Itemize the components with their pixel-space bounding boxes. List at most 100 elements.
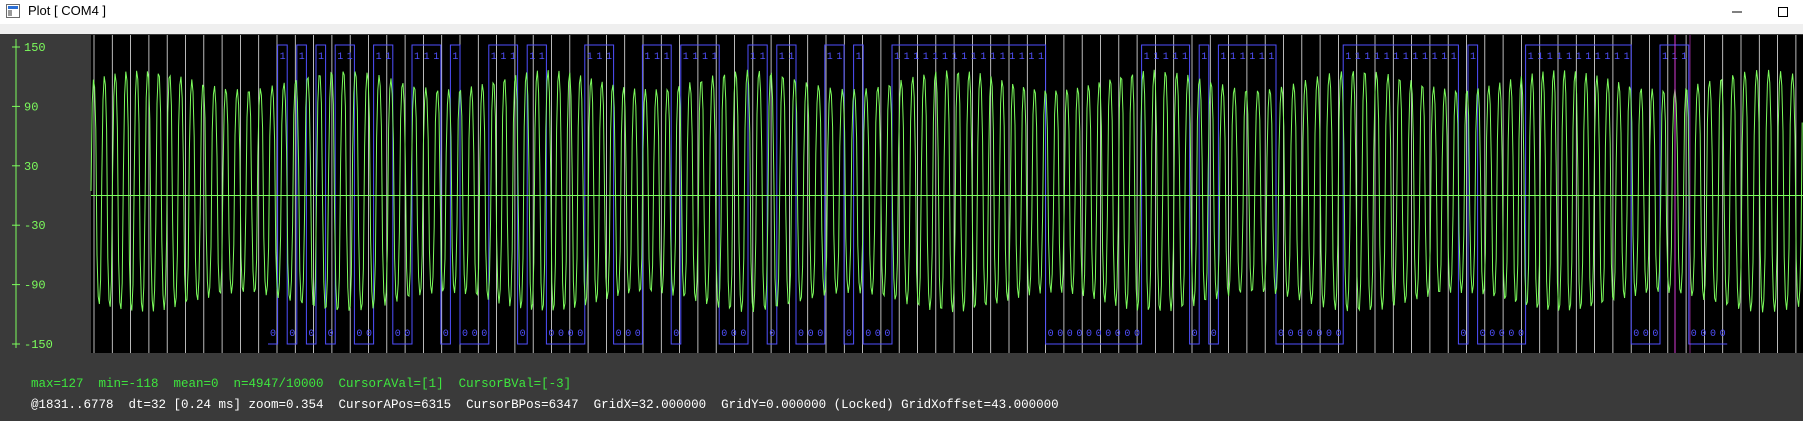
bit-label-low: 0 [1652, 329, 1658, 340]
bit-label-low: 0 [308, 329, 314, 340]
bit-label-high: 1 [1470, 52, 1476, 63]
bit-label-high: 1 [664, 52, 670, 63]
bit-label-high: 1 [1201, 52, 1207, 63]
minimize-icon [1732, 11, 1742, 13]
bit-label-high: 1 [318, 52, 324, 63]
bit-label-high: 1 [1604, 52, 1610, 63]
bit-label-high: 1 [1384, 52, 1390, 63]
bit-label-low: 0 [270, 329, 276, 340]
bit-label-high: 1 [1153, 52, 1159, 63]
bit-label-low: 0 [1076, 329, 1082, 340]
bit-label-high: 1 [1624, 52, 1630, 63]
bit-label-high: 1 [452, 52, 458, 63]
y-tick-label: 90 [24, 100, 38, 114]
bit-label-high: 1 [1576, 52, 1582, 63]
bit-label-high: 1 [1566, 52, 1572, 63]
bit-label-high: 1 [299, 52, 305, 63]
bit-label-low: 0 [1124, 329, 1130, 340]
bit-label-high: 1 [1268, 52, 1274, 63]
bit-label-high: 1 [1528, 52, 1534, 63]
bit-label-high: 1 [587, 52, 593, 63]
bit-label-low: 0 [1096, 329, 1102, 340]
bit-label-low: 0 [1211, 329, 1217, 340]
bit-label-high: 1 [1172, 52, 1178, 63]
bit-label-high: 1 [1662, 52, 1668, 63]
bit-label-low: 0 [625, 329, 631, 340]
bit-label-low: 0 [1480, 329, 1486, 340]
bit-label-high: 1 [1422, 52, 1428, 63]
bit-label-low: 0 [1192, 329, 1198, 340]
bit-label-low: 0 [616, 329, 622, 340]
bit-label-high: 1 [424, 52, 430, 63]
bit-label-low: 0 [472, 329, 478, 340]
bit-label-low: 0 [1508, 329, 1514, 340]
bit-label-low: 0 [356, 329, 362, 340]
bit-label-low: 0 [443, 329, 449, 340]
bit-label-high: 1 [280, 52, 286, 63]
bit-label-low: 0 [1691, 329, 1697, 340]
minimize-button[interactable] [1717, 0, 1757, 24]
bit-label-low: 0 [1057, 329, 1063, 340]
bit-label-low: 0 [1633, 329, 1639, 340]
bit-label-high: 1 [692, 52, 698, 63]
maximize-button[interactable] [1763, 0, 1803, 24]
bit-label-low: 0 [1700, 329, 1706, 340]
bit-label-low: 0 [865, 329, 871, 340]
bit-label-high: 1 [990, 52, 996, 63]
bit-label-low: 0 [1316, 329, 1322, 340]
bit-label-high: 1 [376, 52, 382, 63]
bit-label-low: 0 [1115, 329, 1121, 340]
bit-label-low: 0 [740, 329, 746, 340]
stats-readout: max=127 min=-118 mean=0 n=4947/10000 Cur… [31, 377, 572, 391]
bit-label-low: 0 [1720, 329, 1726, 340]
bit-label-high: 1 [980, 52, 986, 63]
bit-label-high: 1 [491, 52, 497, 63]
bit-label-low: 0 [289, 329, 295, 340]
bit-label-low: 0 [577, 329, 583, 340]
bit-label-low: 0 [1307, 329, 1313, 340]
bit-label-low: 0 [884, 329, 890, 340]
bit-label-high: 1 [529, 52, 535, 63]
bit-label-high: 1 [961, 52, 967, 63]
bit-label-low: 0 [328, 329, 334, 340]
bit-label-low: 0 [520, 329, 526, 340]
bit-label-high: 1 [1220, 52, 1226, 63]
bit-label-low: 0 [875, 329, 881, 340]
bit-label-high: 1 [1614, 52, 1620, 63]
bit-label-high: 1 [1230, 52, 1236, 63]
bit-label-high: 1 [1451, 52, 1457, 63]
bit-label-high: 1 [1595, 52, 1601, 63]
bit-label-high: 1 [750, 52, 756, 63]
bit-label-high: 1 [971, 52, 977, 63]
bit-label-low: 0 [1518, 329, 1524, 340]
bit-label-low: 0 [769, 329, 775, 340]
bit-label-low: 0 [568, 329, 574, 340]
bit-label-low: 0 [1278, 329, 1284, 340]
y-tick-label: 150 [24, 41, 46, 55]
bit-label-low: 0 [1297, 329, 1303, 340]
bit-label-low: 0 [1326, 329, 1332, 340]
bit-label-high: 1 [539, 52, 545, 63]
bit-label-high: 1 [414, 52, 420, 63]
bit-label-high: 1 [952, 52, 958, 63]
status-panel: max=127 min=-118 mean=0 n=4947/10000 Cur… [0, 356, 1803, 421]
y-tick-label: -90 [24, 279, 46, 293]
bit-label-high: 1 [1585, 52, 1591, 63]
bit-label-high: 1 [510, 52, 516, 63]
bit-label-low: 0 [558, 329, 564, 340]
title-bar[interactable]: Plot [ COM4 ] [0, 0, 1803, 24]
bit-label-low: 0 [1086, 329, 1092, 340]
bit-label-high: 1 [1364, 52, 1370, 63]
bit-label-high: 1 [500, 52, 506, 63]
bit-label-high: 1 [894, 52, 900, 63]
bit-label-high: 1 [1240, 52, 1246, 63]
bit-label-low: 0 [1710, 329, 1716, 340]
plot-area[interactable]: 150 90 30 -30 -90 -150 0 1 0 1 0 1 0 1 1 0 0 1 1 0 0 1 1 1 0 1 0 0 0… [0, 34, 1803, 356]
bit-label-low: 0 [481, 329, 487, 340]
bit-label-high: 1 [1144, 52, 1150, 63]
bit-label-high: 1 [913, 52, 919, 63]
bit-label-high: 1 [606, 52, 612, 63]
bit-label-low: 0 [808, 329, 814, 340]
bit-label-high: 1 [1681, 52, 1687, 63]
